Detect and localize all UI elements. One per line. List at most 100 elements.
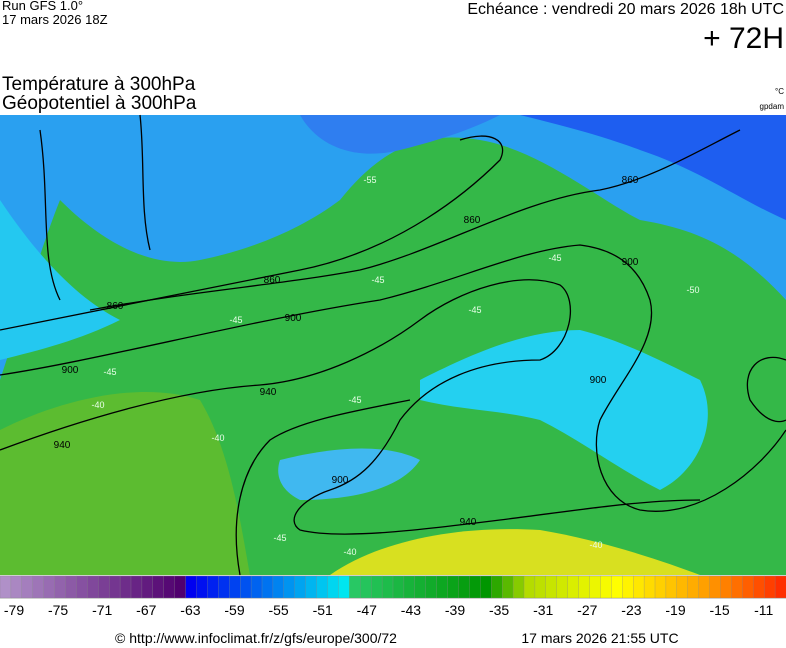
- colorbar-segment: [261, 575, 274, 599]
- colorbar-segment: [742, 575, 754, 599]
- colorbar-segment: [436, 575, 449, 599]
- lead-time: + 72H: [703, 22, 784, 55]
- colorbar-segment: [98, 575, 110, 599]
- colorbar-segment: [119, 575, 132, 599]
- contour-line: [0, 135, 504, 331]
- colorbar-segment: [600, 575, 612, 599]
- geopotential-label: 940: [54, 440, 71, 451]
- colorbar-segment: [589, 575, 602, 599]
- colorbar-label: -79: [4, 602, 24, 618]
- colorbar-label: -15: [709, 602, 729, 618]
- cyan-patch: [420, 330, 708, 490]
- colorbar-segment: [327, 575, 340, 599]
- contour-line: [0, 244, 786, 512]
- colorbar-segment: [305, 575, 318, 599]
- temperature-label: -40: [91, 400, 104, 410]
- colorbar-label: -27: [577, 602, 597, 618]
- colorbar-segment: [392, 575, 405, 599]
- colorbar-segment: [458, 575, 471, 599]
- colorbar-segment: [469, 575, 481, 599]
- colorbar-segment: [32, 575, 45, 599]
- colorbar-segment: [676, 575, 689, 599]
- geopotential-label: 940: [460, 517, 477, 528]
- colorbar-segment: [316, 575, 329, 599]
- colorbar-segment: [687, 575, 700, 599]
- temperature-label: -45: [371, 275, 384, 285]
- valid-time: Echéance : vendredi 20 mars 2026 18h UTC: [467, 1, 784, 18]
- temperature-label: -45: [348, 395, 361, 405]
- footer-generated: 17 mars 2026 21:55 UTC: [521, 630, 678, 646]
- temperature-label: -45: [273, 533, 286, 543]
- contours: [0, 114, 786, 576]
- cold-region: [0, 115, 786, 380]
- temperature-label: -40: [589, 540, 602, 550]
- colorbar-segment: [54, 575, 67, 599]
- colorbar-segment: [753, 575, 765, 599]
- colorbar-segment: [633, 575, 645, 599]
- geopotential-label: 900: [622, 257, 639, 268]
- colorbar-segment: [196, 575, 209, 599]
- temperature-label: -40: [343, 547, 356, 557]
- colorbar-label: -47: [357, 602, 377, 618]
- title-temperature: Température à 300hPa: [2, 74, 196, 95]
- colorbar-segment: [250, 575, 263, 599]
- colorbar-segment: [556, 575, 569, 599]
- colorbar-segment: [381, 575, 394, 599]
- temperature-label: -45: [229, 315, 242, 325]
- colorbar-label: -67: [136, 602, 156, 618]
- colorbar-segment: [709, 575, 722, 599]
- temperature-label: -55: [363, 175, 376, 185]
- colorbar-label: -23: [621, 602, 641, 618]
- geopotential-label: 860: [107, 301, 124, 312]
- colorbar-label: -59: [224, 602, 244, 618]
- colorbar-segment: [0, 575, 12, 599]
- geopotential-label: 860: [264, 275, 281, 286]
- colorbar-segment: [163, 575, 176, 599]
- colorbar-segment: [578, 575, 591, 599]
- cyan-patch: [0, 200, 120, 360]
- colorbar-label: -11: [754, 602, 773, 618]
- colorbar-segment: [218, 575, 230, 599]
- colorbar-segment: [403, 575, 416, 599]
- colorbar-segment: [349, 575, 361, 599]
- colorbar-label: -43: [401, 602, 421, 618]
- colorbar-segment: [774, 575, 786, 599]
- unit-temperature: °C: [775, 87, 784, 96]
- warm-region: [0, 391, 250, 575]
- colorbar-segment: [130, 575, 143, 599]
- colorbar-segment: [491, 575, 503, 599]
- contour-line: [39, 114, 151, 301]
- colorbar-segment: [523, 575, 536, 599]
- geopotential-label: 940: [260, 387, 277, 398]
- colorbar-segment: [567, 575, 580, 599]
- colorbar-label: -55: [268, 602, 288, 618]
- colorbar-segment: [720, 575, 733, 599]
- colorbar-segment: [21, 575, 34, 599]
- colorbar-segment: [534, 575, 547, 599]
- colorbar-segment: [272, 575, 285, 599]
- colorbar-segment: [502, 575, 514, 599]
- map: [0, 114, 786, 576]
- colorbar-segment: [294, 575, 307, 599]
- colorbar-label: -19: [665, 602, 685, 618]
- title-geopotential: Géopotentiel à 300hPa: [2, 93, 197, 114]
- colorbar-segment: [65, 575, 78, 599]
- geopotential-label: 900: [332, 475, 349, 486]
- colorbar-segment: [152, 575, 165, 599]
- geopotential-label: 860: [464, 215, 481, 226]
- colorbar-label: -71: [92, 602, 112, 618]
- colorbar-segment: [512, 575, 525, 599]
- colorbar-segment: [665, 575, 678, 599]
- colorbar-segment: [174, 575, 187, 599]
- contour-line: [746, 356, 786, 423]
- colorbar-label: -75: [48, 602, 68, 618]
- colorbar-segment: [545, 575, 558, 599]
- contour-line: [0, 279, 701, 535]
- colorbar-segment: [414, 575, 427, 599]
- colorbar-label: -39: [445, 602, 465, 618]
- colorbar-segment: [87, 575, 99, 599]
- colorbar-segment: [109, 575, 121, 599]
- colorbar-label: -35: [489, 602, 509, 618]
